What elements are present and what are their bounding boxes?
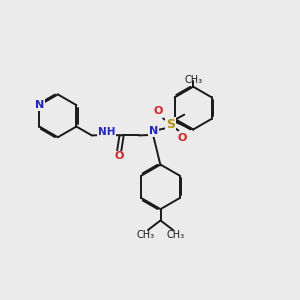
Text: N: N bbox=[149, 126, 158, 136]
Text: N: N bbox=[35, 100, 44, 110]
Text: O: O bbox=[115, 151, 124, 161]
Text: CH₃: CH₃ bbox=[136, 230, 155, 240]
Text: S: S bbox=[167, 118, 176, 131]
Text: O: O bbox=[154, 106, 163, 116]
Text: NH: NH bbox=[98, 127, 116, 137]
Text: CH₃: CH₃ bbox=[166, 230, 184, 240]
Text: CH₃: CH₃ bbox=[185, 75, 203, 85]
Text: O: O bbox=[178, 133, 187, 143]
